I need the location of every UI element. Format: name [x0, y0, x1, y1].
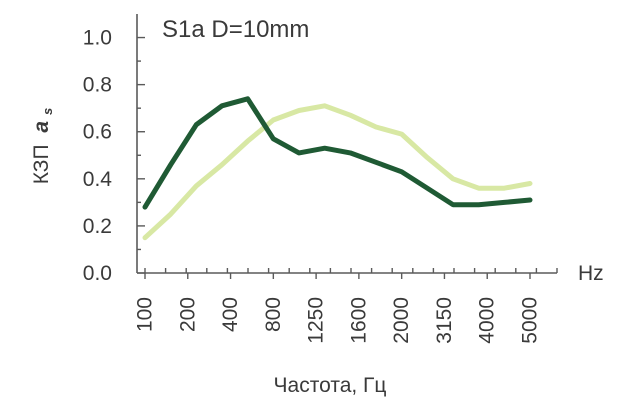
- y-tick-label: 1.0: [83, 27, 112, 50]
- y-tick-label: 0.2: [83, 215, 112, 238]
- x-tick-label: 1600: [347, 297, 370, 344]
- y-tick-label: 0.4: [83, 168, 113, 191]
- chart-title: S1a D=10mm: [162, 16, 309, 43]
- y-axis-title-text: КЗП a s: [30, 108, 55, 184]
- x-tick-label: 800: [262, 297, 285, 332]
- y-axis-title-main: КЗП: [30, 144, 53, 184]
- x-tick-label: 400: [219, 297, 242, 332]
- x-tick-label: 3150: [433, 297, 456, 344]
- x-tick-label: 2000: [390, 297, 413, 344]
- y-tick-label: 0.8: [83, 74, 112, 97]
- y-ticks: 0.0 0.2 0.4 0.6 0.8 1.0: [83, 27, 145, 285]
- y-tick-label: 0.0: [83, 262, 112, 285]
- x-tick-label: 1250: [305, 297, 328, 344]
- x-tick-label: 5000: [519, 297, 542, 344]
- x-tick-label: 200: [176, 297, 199, 332]
- y-axis-title-symbol: a: [30, 121, 53, 133]
- x-axis-title: Частота, Гц: [274, 374, 387, 397]
- series-line-1: [142, 103, 533, 241]
- axes: [136, 14, 557, 274]
- x-ticks: 100 200 400 800 1250 1600 2000 3150 4000 5000: [134, 268, 558, 344]
- x-tick-label: 4000: [476, 297, 499, 344]
- series-line-2: [142, 96, 533, 210]
- x-tick-label: 100: [134, 297, 157, 332]
- y-axis-title-subscript: s: [40, 108, 55, 115]
- series-lines: [142, 96, 533, 241]
- y-tick-label: 0.6: [83, 121, 112, 144]
- y-axis-title: КЗП a s: [30, 108, 55, 184]
- x-unit-label: Hz: [578, 262, 604, 285]
